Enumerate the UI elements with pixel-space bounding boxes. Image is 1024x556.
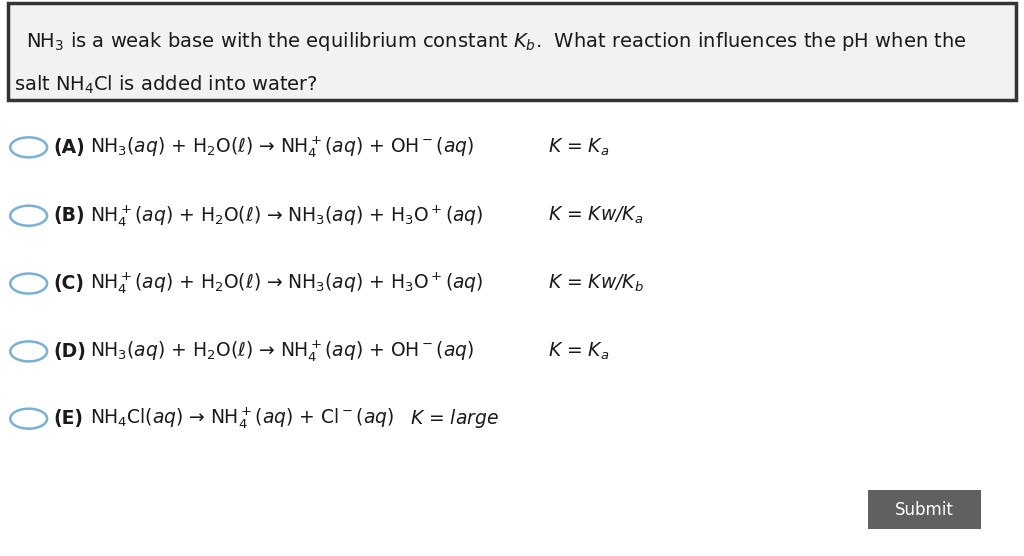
FancyBboxPatch shape (8, 3, 1016, 100)
Text: (E): (E) (53, 409, 83, 428)
FancyBboxPatch shape (868, 490, 981, 529)
Text: (B): (B) (53, 206, 85, 225)
Text: $K$ = large: $K$ = large (410, 407, 499, 430)
Text: $K$ = $Kw$/$K_a$: $K$ = $Kw$/$K_a$ (548, 205, 643, 226)
Text: NH$_4^+$($aq$) + H$_2$O($\ell$) → NH$_3$($aq$) + H$_3$O$^+$($aq$): NH$_4^+$($aq$) + H$_2$O($\ell$) → NH$_3$… (90, 271, 483, 296)
Text: $K$ = $Kw$/$K_b$: $K$ = $Kw$/$K_b$ (548, 273, 644, 294)
Text: NH$_3$($aq$) + H$_2$O($\ell$) → NH$_4^+$($aq$) + OH$^-$($aq$): NH$_3$($aq$) + H$_2$O($\ell$) → NH$_4^+$… (90, 135, 474, 160)
Text: NH$_3$ is a weak base with the equilibrium constant $K_b$.  What reaction influe: NH$_3$ is a weak base with the equilibri… (26, 30, 967, 53)
Text: (A): (A) (53, 138, 85, 157)
Circle shape (10, 341, 47, 361)
Circle shape (10, 206, 47, 226)
Text: $K$ = $K_a$: $K$ = $K_a$ (548, 341, 609, 362)
Text: $K$ = $K_a$: $K$ = $K_a$ (548, 137, 609, 158)
Text: Submit: Submit (895, 501, 954, 519)
Text: NH$_4$Cl($aq$) → NH$_4^+$($aq$) + Cl$^-$($aq$): NH$_4$Cl($aq$) → NH$_4^+$($aq$) + Cl$^-$… (90, 406, 394, 431)
Text: NH$_3$($aq$) + H$_2$O($\ell$) → NH$_4^+$($aq$) + OH$^-$($aq$): NH$_3$($aq$) + H$_2$O($\ell$) → NH$_4^+$… (90, 339, 474, 364)
Circle shape (10, 274, 47, 294)
Text: (D): (D) (53, 342, 86, 361)
Text: (C): (C) (53, 274, 84, 293)
Circle shape (10, 409, 47, 429)
Text: salt NH$_4$Cl is added into water?: salt NH$_4$Cl is added into water? (14, 73, 318, 96)
Circle shape (10, 137, 47, 157)
Text: NH$_4^+$($aq$) + H$_2$O($\ell$) → NH$_3$($aq$) + H$_3$O$^+$($aq$): NH$_4^+$($aq$) + H$_2$O($\ell$) → NH$_3$… (90, 203, 483, 229)
